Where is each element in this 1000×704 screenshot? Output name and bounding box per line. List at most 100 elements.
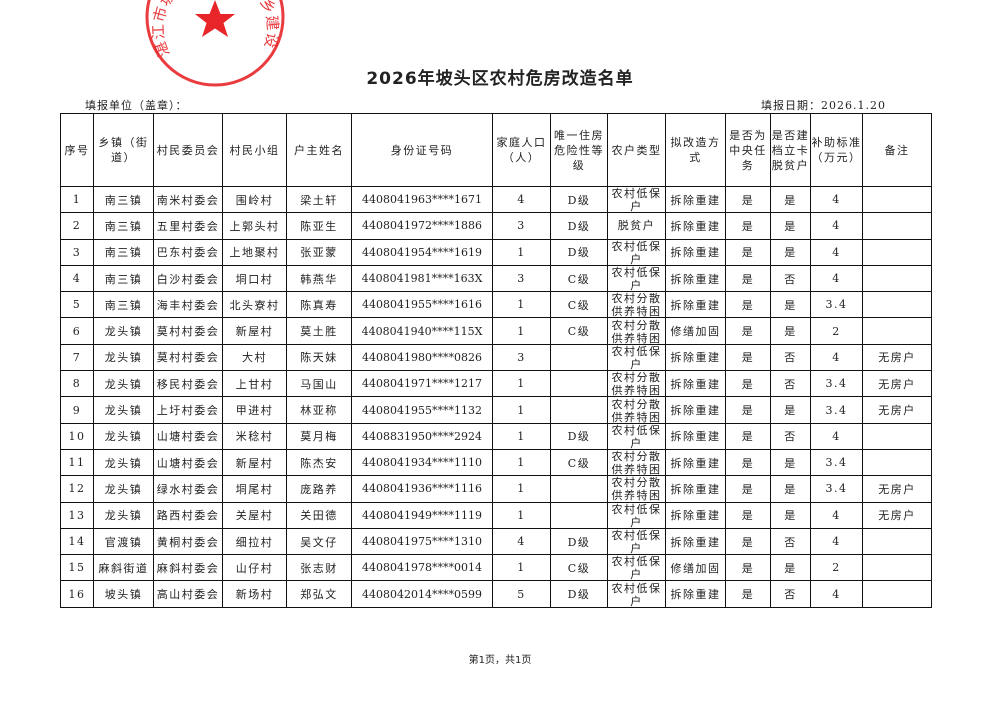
cell-renovation-method: 拆除重建 [665, 185, 726, 214]
svg-text:湛江市坡头区住房和城乡建设局: 湛江市坡头区住房和城乡建设局 [140, 0, 282, 59]
cell-householder: 郑弘文 [286, 580, 352, 608]
cell-household-type: 农村低保户 [607, 343, 666, 372]
cell-village-group: 米稔村 [222, 422, 287, 450]
cell-renovation-method: 拆除重建 [665, 580, 726, 608]
cell-central-task: 是 [725, 291, 771, 319]
cell-id-number: 4408041934****1110 [351, 448, 493, 477]
cell-seq: 7 [60, 343, 94, 372]
table-row: 5 南三镇 海丰村委会 北头寮村 陈真寿 4408041955****1616 1 C级 农村分… [60, 291, 932, 319]
cell-township: 龙头镇 [93, 396, 154, 424]
cell-village-committee: 山塘村委会 [153, 422, 223, 450]
cell-subsidy: 4 [810, 343, 863, 372]
cell-household-type: 农村分散供养特困 [607, 396, 666, 424]
cell-householder: 莫月梅 [286, 422, 352, 450]
cell-subsidy: 3.4 [810, 448, 863, 477]
cell-householder: 庞路养 [286, 475, 352, 503]
cell-poverty-registered: 是 [770, 317, 811, 345]
household-type-text: 农村低保户 [611, 423, 662, 449]
cell-poverty-registered: 是 [770, 238, 811, 266]
cell-seq: 10 [60, 422, 94, 450]
header-poverty-registered: 是否建档立卡脱贫户 [770, 113, 811, 187]
cell-township: 南三镇 [93, 238, 154, 266]
table-row: 8 龙头镇 移民村委会 上甘村 马国山 4408041971****1217 1 农村分散供养… [60, 370, 932, 398]
cell-seq: 5 [60, 291, 94, 319]
cell-household-type: 农村低保户 [607, 264, 666, 293]
cell-id-number: 4408041981****163X [351, 264, 493, 293]
header-renovation-method: 拟改造方式 [665, 113, 726, 187]
household-type-text: 农村低保户 [611, 187, 662, 213]
cell-renovation-method: 拆除重建 [665, 264, 726, 293]
cell-central-task: 是 [725, 212, 771, 240]
header-township: 乡镇（街道） [93, 113, 154, 187]
table-row: 6 龙头镇 莫村村委会 新屋村 莫土胜 4408041940****115X 1 C级 农村分散… [60, 317, 932, 345]
table-row: 7 龙头镇 莫村村委会 大村 陈天妹 4408041980****0826 3 农村低保户 拆除… [60, 343, 932, 372]
cell-danger-level: C级 [550, 554, 608, 582]
cell-poverty-registered: 否 [770, 264, 811, 293]
cell-id-number: 4408041940****115X [351, 317, 493, 345]
cell-remarks [862, 212, 932, 240]
page-title: 2026年坡头区农村危房改造名单 [366, 69, 634, 89]
cell-household-type: 农村分散供养特困 [607, 370, 666, 398]
cell-seq: 6 [60, 317, 94, 345]
cell-renovation-method: 拆除重建 [665, 501, 726, 529]
cell-danger-level [550, 370, 608, 398]
household-type-text: 脱贫户 [617, 219, 656, 233]
cell-renovation-method: 拆除重建 [665, 238, 726, 266]
cell-seq: 11 [60, 448, 94, 477]
cell-danger-level: C级 [550, 317, 608, 345]
header-danger-level: 唯一住房危险性等级 [550, 113, 608, 187]
cell-remarks: 无房户 [862, 475, 932, 503]
cell-danger-level [550, 343, 608, 372]
household-type-text: 农村低保户 [611, 581, 662, 607]
cell-village-committee: 莫村村委会 [153, 317, 223, 345]
cell-householder: 韩燕华 [286, 264, 352, 293]
household-type-text: 农村分散供养特困 [611, 292, 662, 318]
cell-renovation-method: 拆除重建 [665, 212, 726, 240]
household-type-text: 农村低保户 [611, 239, 662, 265]
header-remarks: 备注 [862, 113, 932, 187]
cell-remarks: 无房户 [862, 370, 932, 398]
cell-township: 龙头镇 [93, 317, 154, 345]
cell-householder: 陈杰安 [286, 448, 352, 477]
cell-remarks [862, 527, 932, 556]
cell-village-committee: 路西村委会 [153, 501, 223, 529]
cell-village-committee: 南米村委会 [153, 185, 223, 214]
cell-subsidy: 2 [810, 317, 863, 345]
cell-subsidy: 3.4 [810, 370, 863, 398]
cell-central-task: 是 [725, 580, 771, 608]
cell-poverty-registered: 是 [770, 212, 811, 240]
cell-household-size: 4 [492, 527, 551, 556]
cell-central-task: 是 [725, 501, 771, 529]
cell-subsidy: 4 [810, 212, 863, 240]
cell-village-group: 上地聚村 [222, 238, 287, 266]
cell-central-task: 是 [725, 527, 771, 556]
household-type-text: 农村分散供养特困 [611, 371, 662, 397]
cell-central-task: 是 [725, 317, 771, 345]
table-row: 12 龙头镇 绿水村委会 垌尾村 庞路养 4408041936****1116 1 农村分散供… [60, 475, 932, 503]
cell-seq: 15 [60, 554, 94, 582]
cell-renovation-method: 修缮加固 [665, 317, 726, 345]
cell-remarks [862, 264, 932, 293]
cell-remarks: 无房户 [862, 501, 932, 529]
cell-remarks [862, 317, 932, 345]
cell-renovation-method: 拆除重建 [665, 527, 726, 556]
cell-village-group: 关屋村 [222, 501, 287, 529]
cell-subsidy: 4 [810, 501, 863, 529]
cell-village-group: 新屋村 [222, 448, 287, 477]
cell-village-committee: 白沙村委会 [153, 264, 223, 293]
cell-id-number: 4408041963****1671 [351, 185, 493, 214]
cell-id-number: 4408041971****1217 [351, 370, 493, 398]
household-type-text: 农村分散供养特困 [611, 450, 662, 476]
cell-village-group: 新场村 [222, 580, 287, 608]
cell-remarks [862, 422, 932, 450]
cell-household-size: 3 [492, 264, 551, 293]
cell-remarks [862, 291, 932, 319]
table-body: 1 南三镇 南米村委会 围岭村 梁土轩 4408041963****1671 4 D级 农村低保… [60, 185, 932, 608]
cell-household-type: 农村低保户 [607, 554, 666, 582]
cell-subsidy: 3.4 [810, 291, 863, 319]
cell-household-size: 1 [492, 396, 551, 424]
cell-household-size: 1 [492, 501, 551, 529]
cell-household-type: 农村低保户 [607, 501, 666, 529]
cell-household-type: 农村低保户 [607, 527, 666, 556]
cell-seq: 8 [60, 370, 94, 398]
